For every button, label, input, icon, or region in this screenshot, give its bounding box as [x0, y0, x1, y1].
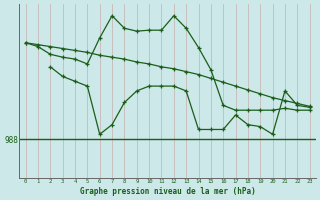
X-axis label: Graphe pression niveau de la mer (hPa): Graphe pression niveau de la mer (hPa)	[80, 187, 255, 196]
